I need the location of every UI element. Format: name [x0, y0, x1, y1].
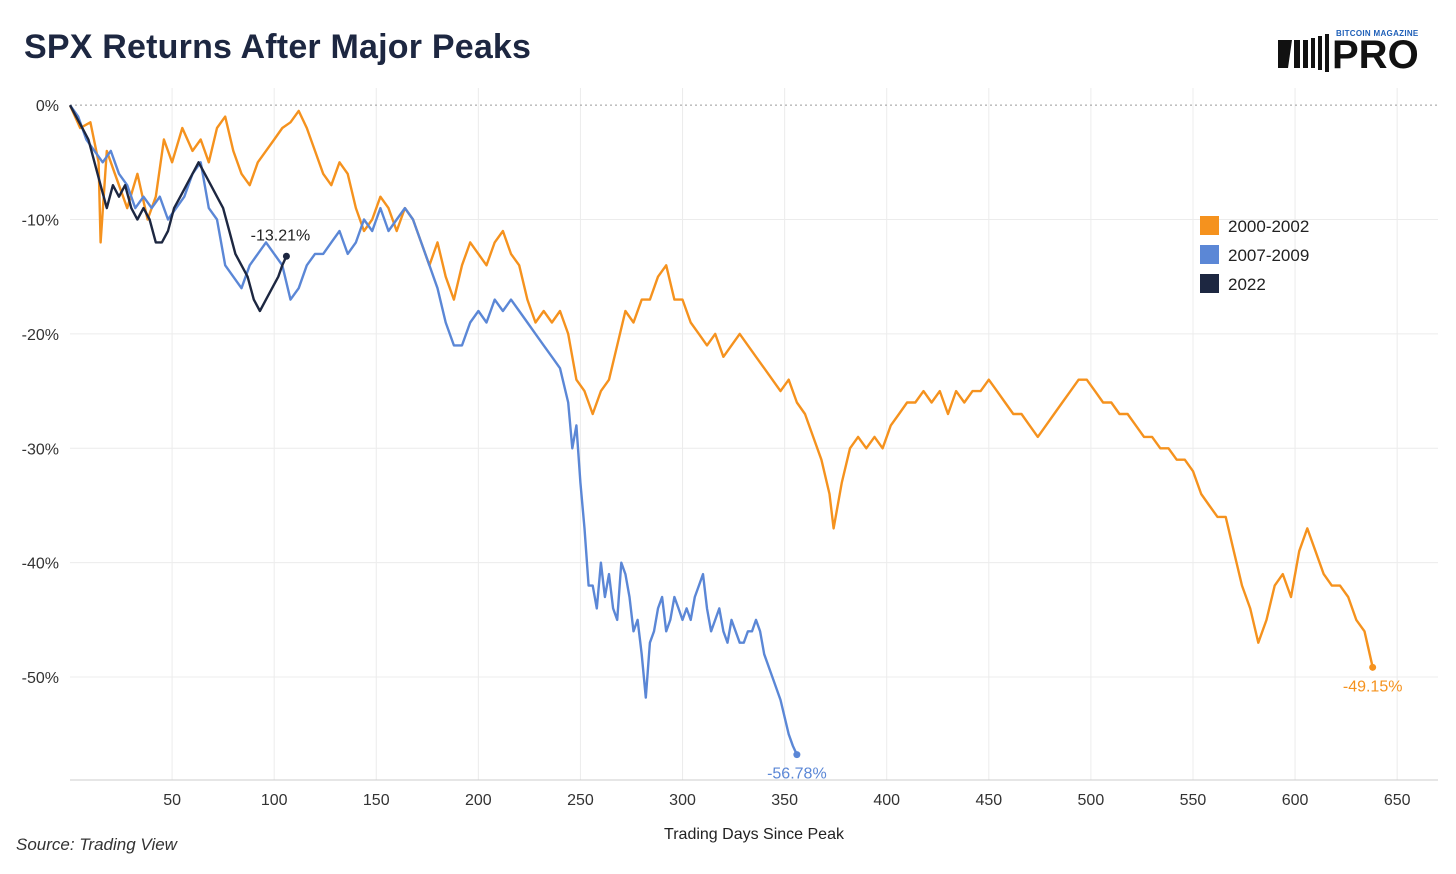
y-axis-ticks: 0% -10% -20% -30% -40% -50% [22, 98, 59, 687]
logo-big-text: PRO [1332, 33, 1419, 77]
x-tick-label: 400 [873, 792, 900, 809]
series-end-point-2000-2002 [1369, 663, 1377, 671]
logo-bars-icon [1278, 34, 1329, 72]
series-end-label-2000-2002: -49.15% [1343, 678, 1403, 695]
chart-title: SPX Returns After Major Peaks [24, 28, 532, 66]
x-tick-label: 550 [1180, 792, 1207, 809]
x-tick-label: 600 [1282, 792, 1309, 809]
x-tick-label: 200 [465, 792, 492, 809]
y-tick-label: -30% [22, 441, 59, 458]
legend-label-2022: 2022 [1228, 275, 1266, 294]
x-tick-label: 650 [1384, 792, 1411, 809]
x-tick-label: 100 [261, 792, 288, 809]
x-tick-label: 500 [1078, 792, 1105, 809]
y-tick-label: -20% [22, 327, 59, 344]
legend-swatch-2022 [1200, 274, 1219, 293]
x-tick-label: 350 [771, 792, 798, 809]
x-tick-label: 250 [567, 792, 594, 809]
y-tick-label: 0% [36, 98, 59, 115]
brand-logo: BITCOIN MAGAZINE PRO [1278, 28, 1438, 77]
series-line-2000-2002 [68, 104, 1374, 668]
x-axis-ticks: 50 100 150 200 250 300 350 400 450 500 550 600 650 [163, 792, 1410, 809]
series-end-point-2022 [282, 252, 290, 260]
series-end-label-2022: -13.21% [251, 227, 311, 244]
logo-small-text: BITCOIN MAGAZINE [1336, 29, 1419, 38]
legend-label-2000-2002: 2000-2002 [1228, 217, 1309, 236]
y-tick-label: -10% [22, 213, 59, 230]
source-note: Source: Trading View [16, 835, 177, 854]
series-line-2007-2009 [69, 104, 798, 756]
series-lines: -49.15% -56.78% -13.21% [68, 104, 1403, 783]
legend-swatch-2000-2002 [1200, 216, 1219, 235]
y-tick-label: -50% [22, 670, 59, 687]
x-tick-label: 300 [669, 792, 696, 809]
x-axis-title: Trading Days Since Peak [664, 826, 845, 843]
series-end-point-2007-2009 [793, 751, 801, 759]
legend-label-2007-2009: 2007-2009 [1228, 246, 1309, 265]
x-tick-label: 450 [975, 792, 1002, 809]
series-end-label-2007-2009: -56.78% [767, 766, 827, 783]
y-tick-label: -40% [22, 556, 59, 573]
series-line-2022 [68, 104, 288, 313]
legend-swatch-2007-2009 [1200, 245, 1219, 264]
grid-lines [70, 88, 1438, 780]
x-tick-label: 150 [363, 792, 390, 809]
x-tick-label: 50 [163, 792, 181, 809]
legend: 2000-2002 2007-2009 2022 [1200, 216, 1309, 294]
